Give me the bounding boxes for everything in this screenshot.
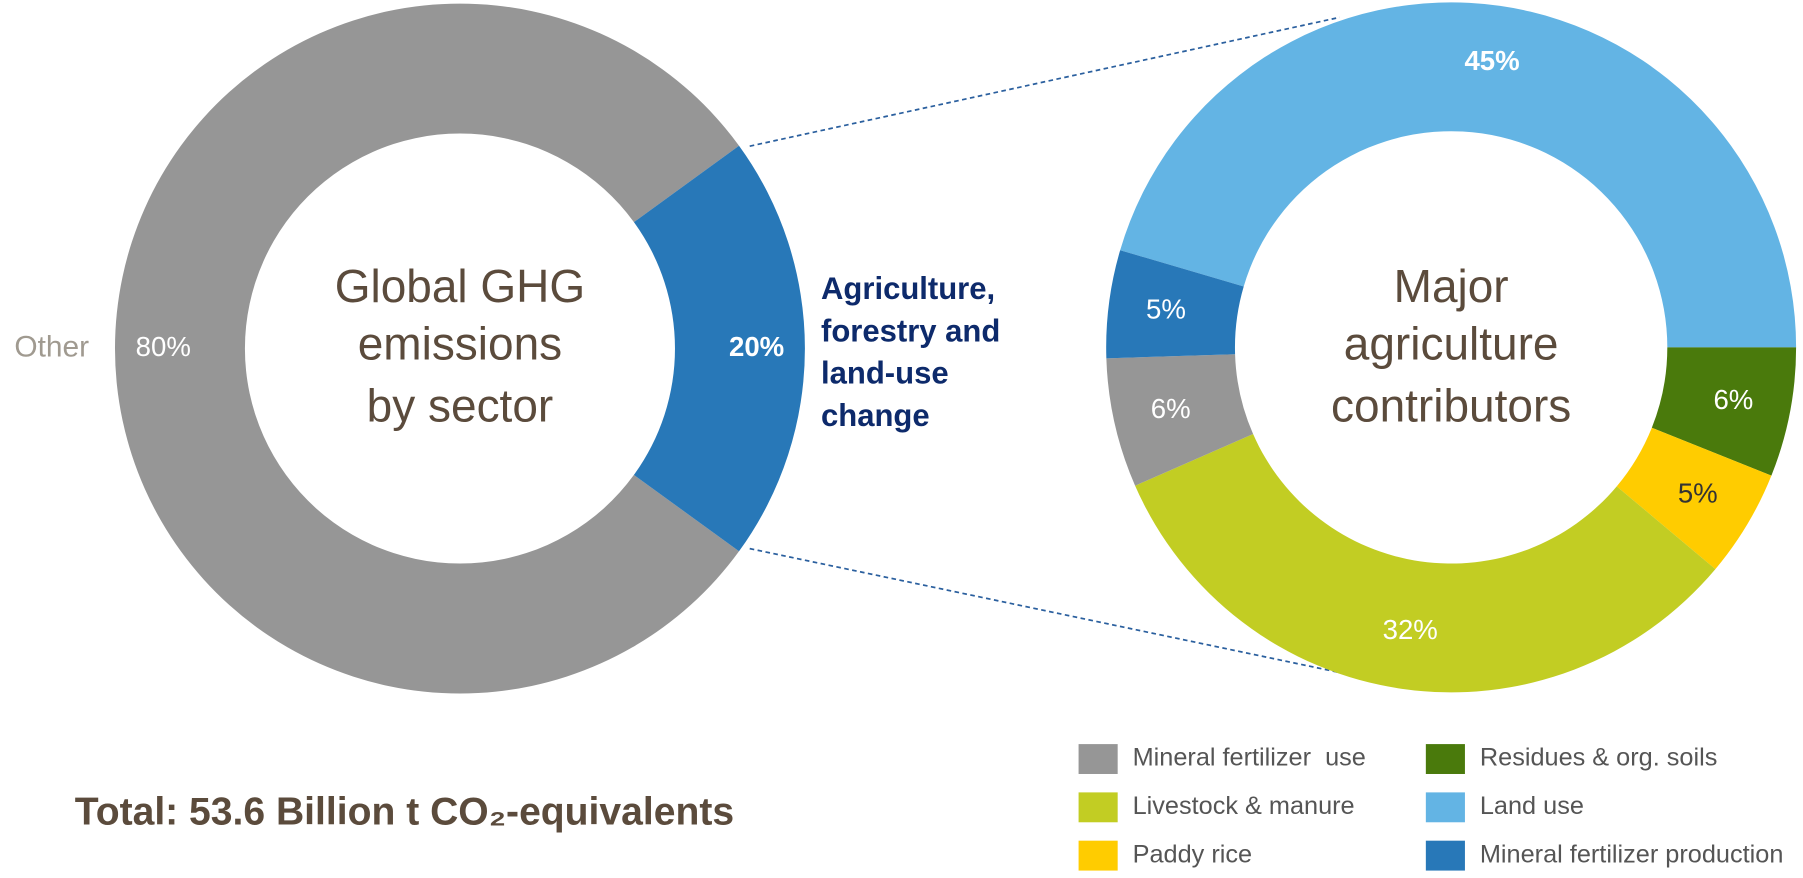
donut-segment: [1651, 347, 1797, 476]
footnote: Total: 53.6 Billion t CO₂-equivalents: [75, 791, 734, 834]
legend-label: Mineral fertilizer production: [1480, 840, 1784, 868]
category-label: land-use: [821, 356, 949, 391]
connector: [749, 547, 1369, 680]
value-label: 6%: [1713, 384, 1753, 415]
center-title: Global GHG: [335, 260, 585, 312]
value-label: 20%: [729, 331, 784, 362]
value-label: 32%: [1383, 614, 1438, 645]
legend-swatch: [1425, 792, 1465, 823]
legend-label: Livestock & manure: [1133, 792, 1355, 820]
donut-segment: [1120, 2, 1797, 348]
legend-swatch: [1078, 744, 1118, 774]
category-label: Other: [14, 330, 89, 363]
donut-segment: [633, 145, 805, 552]
category-label: change: [821, 398, 930, 433]
center-title: by sector: [367, 380, 554, 432]
center-title: contributors: [1331, 380, 1571, 432]
legend-label: Residues & org. soils: [1480, 744, 1717, 772]
legend-swatch: [1078, 840, 1118, 871]
center-title: emissions: [358, 318, 562, 370]
donut-segment: [1135, 434, 1716, 693]
legend-swatch: [1425, 744, 1465, 774]
legend-swatch: [1425, 840, 1465, 871]
legend-label: Paddy rice: [1133, 840, 1252, 868]
value-label: 6%: [1151, 393, 1191, 424]
legend-swatch: [1078, 792, 1118, 823]
donut-segment: [1106, 250, 1244, 359]
donut-segment: [1616, 427, 1772, 570]
value-label: 5%: [1678, 477, 1718, 508]
value-label: 80%: [136, 331, 191, 362]
center-title: Major: [1394, 260, 1509, 312]
donut-segment: [114, 3, 740, 694]
value-label: 5%: [1146, 293, 1186, 324]
category-label: Agriculture,: [821, 271, 995, 306]
category-label: forestry and: [821, 313, 1000, 348]
value-label: 45%: [1464, 45, 1519, 76]
donut-segment: [1106, 354, 1254, 486]
legend-label: Land use: [1480, 792, 1584, 820]
connector: [749, 16, 1340, 147]
legend-label: Mineral fertilizer use: [1133, 744, 1366, 772]
center-title: agriculture: [1344, 318, 1559, 370]
